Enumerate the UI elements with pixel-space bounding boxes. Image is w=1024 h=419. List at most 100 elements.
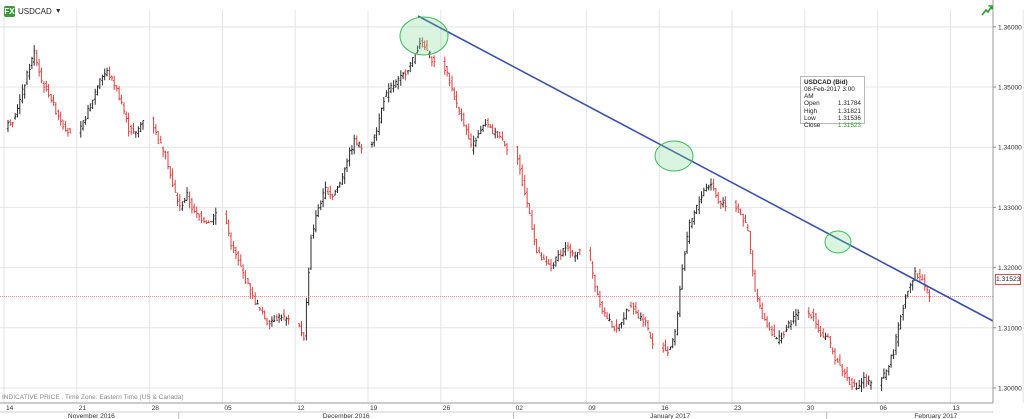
ohlc-bar bbox=[210, 207, 217, 225]
ohlc-bar bbox=[479, 119, 487, 135]
tooltip-title: USDCAD (Bid) bbox=[804, 79, 848, 86]
trend-arrow-icon[interactable] bbox=[981, 4, 993, 16]
ohlc-bar bbox=[566, 241, 574, 258]
ohlc-bar bbox=[829, 335, 837, 365]
peak-highlight bbox=[399, 16, 449, 56]
ohlc-bar bbox=[348, 134, 356, 167]
ohlc-bar bbox=[137, 120, 145, 138]
ohlc-bar bbox=[749, 230, 757, 292]
x-tick-label: 28 bbox=[152, 405, 160, 412]
ohlc-bar bbox=[239, 254, 247, 284]
ohlc-bar bbox=[392, 75, 400, 93]
y-tick-label: 1.31000 bbox=[998, 325, 1022, 332]
y-tick-label: 1.36000 bbox=[998, 24, 1022, 31]
ohlc-bar bbox=[676, 264, 684, 336]
ohlc-bar bbox=[326, 185, 334, 201]
ohlc-bar bbox=[770, 324, 778, 340]
ohlc-bar bbox=[268, 315, 276, 330]
ohlc-bar bbox=[574, 248, 581, 262]
ohlc-bar bbox=[130, 123, 137, 138]
ohlc-bar bbox=[778, 330, 785, 345]
symbol-selector[interactable]: FX USDCAD ▼ bbox=[4, 4, 62, 18]
ohlc-bar bbox=[669, 328, 677, 351]
tooltip-label: Open bbox=[804, 100, 820, 108]
ohlc-bar bbox=[596, 285, 604, 314]
ohlc-bar bbox=[28, 45, 36, 80]
ohlc-bar bbox=[662, 339, 669, 357]
ohlc-bar bbox=[843, 366, 851, 385]
ohlc-bar bbox=[858, 372, 865, 393]
ohlc-bar bbox=[552, 250, 560, 270]
x-tick-label: 05 bbox=[224, 405, 232, 412]
chevron-down-icon: ▼ bbox=[54, 7, 62, 15]
last-price-flag: 1.31523 bbox=[995, 274, 1021, 285]
ohlc-bar bbox=[254, 292, 261, 311]
ohlc-tooltip: USDCAD (Bid) 08-Feb-2017 3:00 AM Open 1.… bbox=[800, 76, 865, 129]
ohlc-bar bbox=[494, 127, 501, 139]
ohlc-bar bbox=[719, 196, 727, 212]
ohlc-bar bbox=[458, 106, 465, 127]
x-tick-label: 06 bbox=[880, 405, 888, 412]
peak-highlight bbox=[654, 140, 694, 172]
ohlc-bar bbox=[887, 349, 895, 376]
ohlc-bar bbox=[202, 216, 210, 225]
ohlc-bar bbox=[807, 307, 815, 322]
ohlc-bar bbox=[195, 206, 203, 224]
ohlc-bar bbox=[115, 85, 123, 105]
ohlc-bar bbox=[916, 268, 924, 283]
x-month-label: December 2016 bbox=[323, 413, 370, 419]
ohlc-bar bbox=[646, 319, 654, 349]
ohlc-bar bbox=[639, 312, 647, 327]
symbol-label: USDCAD bbox=[18, 6, 52, 16]
ohlc-bar bbox=[712, 178, 720, 204]
x-tick-label: 12 bbox=[297, 405, 305, 412]
fx-icon: FX bbox=[4, 5, 15, 17]
y-tick-label: 1.32000 bbox=[998, 265, 1022, 272]
ohlc-bar bbox=[370, 127, 378, 148]
x-tick-label: 23 bbox=[734, 405, 742, 412]
ohlc-bar bbox=[559, 241, 567, 260]
ohlc-bar bbox=[610, 319, 618, 333]
ohlc-bar bbox=[632, 302, 640, 319]
x-tick-label: 14 bbox=[6, 405, 14, 412]
footnote: INDICATIVE PRICE . Time Zone: Eastern Ti… bbox=[2, 394, 184, 401]
x-tick-label: 21 bbox=[79, 405, 87, 412]
tooltip-label: High bbox=[804, 107, 818, 115]
tooltip-value: 1.31523 bbox=[837, 122, 861, 130]
ohlc-bar bbox=[814, 312, 822, 338]
ohlc-bar bbox=[880, 368, 888, 391]
ohlc-bar bbox=[443, 56, 451, 87]
ohlc-bar bbox=[232, 241, 240, 266]
ohlc-bar bbox=[763, 312, 771, 331]
y-tick-label: 1.35000 bbox=[998, 85, 1022, 92]
ohlc-bar bbox=[501, 131, 509, 156]
ohlc-bar bbox=[181, 187, 189, 211]
ohlc-bar bbox=[6, 119, 14, 133]
ohlc-bar bbox=[894, 314, 902, 356]
ohlc-bar bbox=[850, 377, 858, 391]
ohlc-bar bbox=[225, 210, 233, 250]
trendline bbox=[417, 15, 994, 322]
ohlc-bar bbox=[334, 181, 341, 196]
ohlc-bar bbox=[690, 204, 698, 229]
ohlc-bar bbox=[523, 174, 531, 215]
x-tick-label: 30 bbox=[807, 405, 815, 412]
x-tick-label: 09 bbox=[588, 405, 596, 412]
ohlc-bar bbox=[698, 187, 705, 214]
ohlc-bar bbox=[756, 288, 764, 320]
tooltip-value: 1.31784 bbox=[837, 100, 861, 108]
ohlc-bar bbox=[625, 301, 633, 320]
tooltip-value: 1.31536 bbox=[837, 114, 861, 122]
ohlc-bar bbox=[166, 151, 174, 188]
ohlc-bar bbox=[101, 67, 109, 86]
tooltip-row-low: Low 1.31536 bbox=[804, 115, 861, 122]
price-bars bbox=[6, 37, 931, 393]
annotations bbox=[0, 15, 994, 322]
ohlc-bar bbox=[538, 246, 545, 261]
ohlc-bar bbox=[414, 37, 421, 65]
tooltip-datetime: 08-Feb-2017 3:00 AM bbox=[804, 86, 855, 101]
x-tick-label: 13 bbox=[952, 405, 960, 412]
ohlc-bar bbox=[486, 118, 494, 135]
ohlc-bar bbox=[261, 306, 269, 326]
